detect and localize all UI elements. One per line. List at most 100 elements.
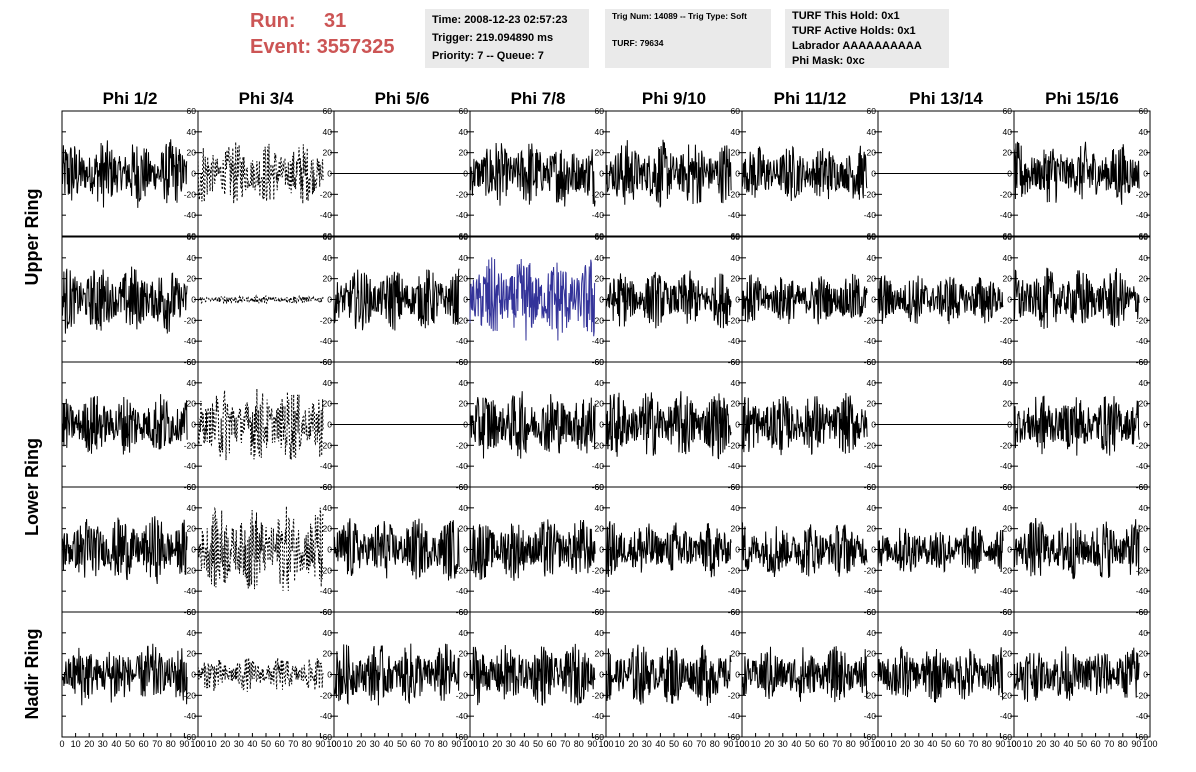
y-tick-label: 40: [867, 253, 877, 263]
y-tick-label: -60: [864, 231, 877, 241]
y-tick-label: -20: [728, 690, 741, 700]
y-tick-label: 60: [1139, 482, 1149, 492]
y-tick-label: 0: [1143, 295, 1148, 305]
waveform-trace: [741, 145, 868, 202]
waveform-trace: [197, 657, 324, 692]
x-tick-label: 10: [751, 739, 761, 749]
y-tick-label: 20: [595, 524, 605, 534]
y-tick-label: 40: [731, 127, 741, 137]
y-tick-label: -40: [728, 461, 741, 471]
turf-info-box: TURF This Hold: 0x1 TURF Active Holds: 0…: [785, 9, 949, 68]
y-tick-label: 40: [187, 503, 197, 513]
y-tick-label: -20: [1000, 565, 1013, 575]
y-tick-label: 20: [867, 399, 877, 409]
y-tick-label: 20: [867, 274, 877, 284]
y-tick-label: -40: [1136, 711, 1149, 721]
y-tick-label: 0: [735, 545, 740, 555]
y-tick-label: 40: [459, 378, 469, 388]
waveform-trace: [61, 643, 188, 706]
y-tick-label: -60: [320, 732, 333, 742]
y-tick-label: 40: [1139, 628, 1149, 638]
y-tick-label: 40: [323, 127, 333, 137]
event-value: 3557325: [316, 36, 395, 58]
y-tick-label: -20: [864, 189, 877, 199]
y-tick-label: 0: [599, 169, 604, 179]
x-tick-label: 60: [1091, 739, 1101, 749]
y-tick-label: -60: [456, 231, 469, 241]
y-tick-label: 20: [731, 649, 741, 659]
x-tick-label: 70: [152, 739, 162, 749]
y-tick-label: -40: [592, 210, 605, 220]
time-info-box: Time: 2008-12-23 02:57:23 Trigger: 219.0…: [425, 9, 589, 68]
waveform-trace: [333, 518, 460, 581]
x-tick-label: 30: [234, 739, 244, 749]
turf-hold-text: TURF This Hold: 0x1: [792, 10, 900, 22]
x-tick-label: 70: [560, 739, 570, 749]
y-tick-label: 20: [459, 399, 469, 409]
waveform-trace: [605, 270, 732, 329]
y-tick-label: 40: [1139, 503, 1149, 513]
y-tick-label: -20: [184, 565, 197, 575]
y-tick-label: -20: [1000, 189, 1013, 199]
x-tick-label: 80: [574, 739, 584, 749]
y-tick-label: 40: [323, 378, 333, 388]
y-tick-label: -60: [728, 732, 741, 742]
waveform-trace: [61, 516, 188, 585]
y-tick-label: 0: [1143, 420, 1148, 430]
y-tick-label: -40: [1000, 711, 1013, 721]
y-tick-label: -20: [592, 189, 605, 199]
y-tick-label: -40: [1000, 461, 1013, 471]
y-tick-label: 60: [731, 482, 741, 492]
x-tick-label: 30: [506, 739, 516, 749]
y-tick-label: 60: [323, 232, 333, 242]
y-tick-label: 20: [595, 274, 605, 284]
y-tick-label: 40: [323, 628, 333, 638]
y-tick-label: -20: [592, 565, 605, 575]
waveform-trace: [197, 293, 324, 306]
y-tick-label: -40: [320, 586, 333, 596]
x-tick-label: 90: [859, 739, 869, 749]
y-tick-label: 0: [871, 169, 876, 179]
y-tick-label: 20: [459, 148, 469, 158]
x-tick-label: 0: [875, 739, 880, 749]
y-tick-label: 60: [595, 357, 605, 367]
y-tick-label: 40: [1003, 628, 1013, 638]
x-tick-label: 100: [870, 739, 885, 749]
y-tick-label: -20: [320, 565, 333, 575]
y-tick-label: 60: [731, 106, 741, 116]
run-line: Run: 31: [250, 8, 420, 34]
y-tick-label: 60: [595, 607, 605, 617]
y-tick-label: -40: [864, 336, 877, 346]
waveform-trace: [469, 643, 596, 706]
y-tick-label: 60: [187, 357, 197, 367]
y-tick-label: 0: [327, 295, 332, 305]
x-tick-label: 100: [190, 739, 205, 749]
y-tick-label: -60: [1000, 231, 1013, 241]
x-tick-label: 10: [207, 739, 217, 749]
y-tick-label: 20: [187, 649, 197, 659]
x-tick-label: 70: [696, 739, 706, 749]
x-tick-label: 70: [424, 739, 434, 749]
y-tick-label: 20: [323, 399, 333, 409]
y-tick-label: 20: [1139, 148, 1149, 158]
y-tick-label: -20: [456, 189, 469, 199]
x-tick-label: 90: [995, 739, 1005, 749]
x-tick-label: 40: [111, 739, 121, 749]
y-tick-label: 20: [867, 148, 877, 158]
y-tick-label: -60: [864, 732, 877, 742]
y-tick-label: -20: [1000, 315, 1013, 325]
y-tick-label: 60: [187, 607, 197, 617]
y-tick-label: 20: [459, 274, 469, 284]
x-tick-label: 30: [370, 739, 380, 749]
y-tick-label: -20: [184, 189, 197, 199]
column-header: Phi 7/8: [511, 89, 566, 108]
y-tick-label: -20: [1000, 690, 1013, 700]
ring-label: Lower Ring: [22, 438, 42, 536]
priority-text: Priority: 7 -- Queue: 7: [432, 50, 544, 62]
column-header: Phi 15/16: [1045, 89, 1119, 108]
x-tick-label: 0: [603, 739, 608, 749]
y-tick-label: 40: [459, 253, 469, 263]
y-tick-label: 20: [323, 148, 333, 158]
panel-frame: [197, 361, 335, 488]
y-tick-label: 20: [459, 649, 469, 659]
